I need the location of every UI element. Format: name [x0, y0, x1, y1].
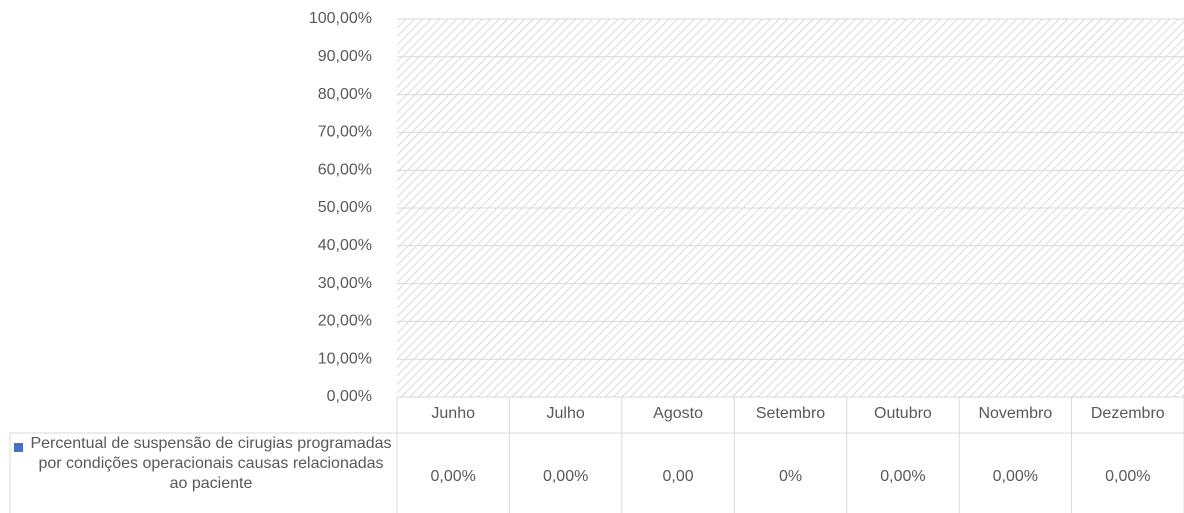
x-tick-label: Agosto [653, 405, 703, 422]
table-value: 0,00 [663, 468, 694, 485]
table-value: 0,00% [1105, 468, 1150, 485]
legend-swatch [14, 443, 23, 452]
y-tick-label: 100,00% [309, 10, 372, 27]
table-value: 0,00% [543, 468, 588, 485]
table-value: 0,00% [880, 468, 925, 485]
y-tick-label: 10,00% [318, 350, 372, 367]
y-tick-label: 30,00% [318, 275, 372, 292]
y-tick-label: 90,00% [318, 48, 372, 65]
y-tick-label: 70,00% [318, 124, 372, 141]
y-tick-label: 20,00% [318, 313, 372, 330]
x-tick-label: Setembro [756, 405, 825, 422]
x-tick-label: Dezembro [1091, 405, 1165, 422]
table-value: 0% [779, 468, 802, 485]
x-tick-label: Julho [547, 405, 585, 422]
table-value: 0,00% [993, 468, 1038, 485]
y-tick-label: 60,00% [318, 161, 372, 178]
y-tick-label: 50,00% [318, 199, 372, 216]
y-tick-label: 40,00% [318, 237, 372, 254]
y-tick-label: 80,00% [318, 86, 372, 103]
y-tick-label: 0,00% [327, 388, 372, 405]
x-tick-label: Outubro [874, 405, 932, 422]
legend-text: Percentual de suspensão de cirugias prog… [30, 435, 392, 492]
x-tick-label: Novembro [978, 405, 1052, 422]
table-value: 0,00% [431, 468, 476, 485]
x-tick-label: Junho [431, 405, 475, 422]
